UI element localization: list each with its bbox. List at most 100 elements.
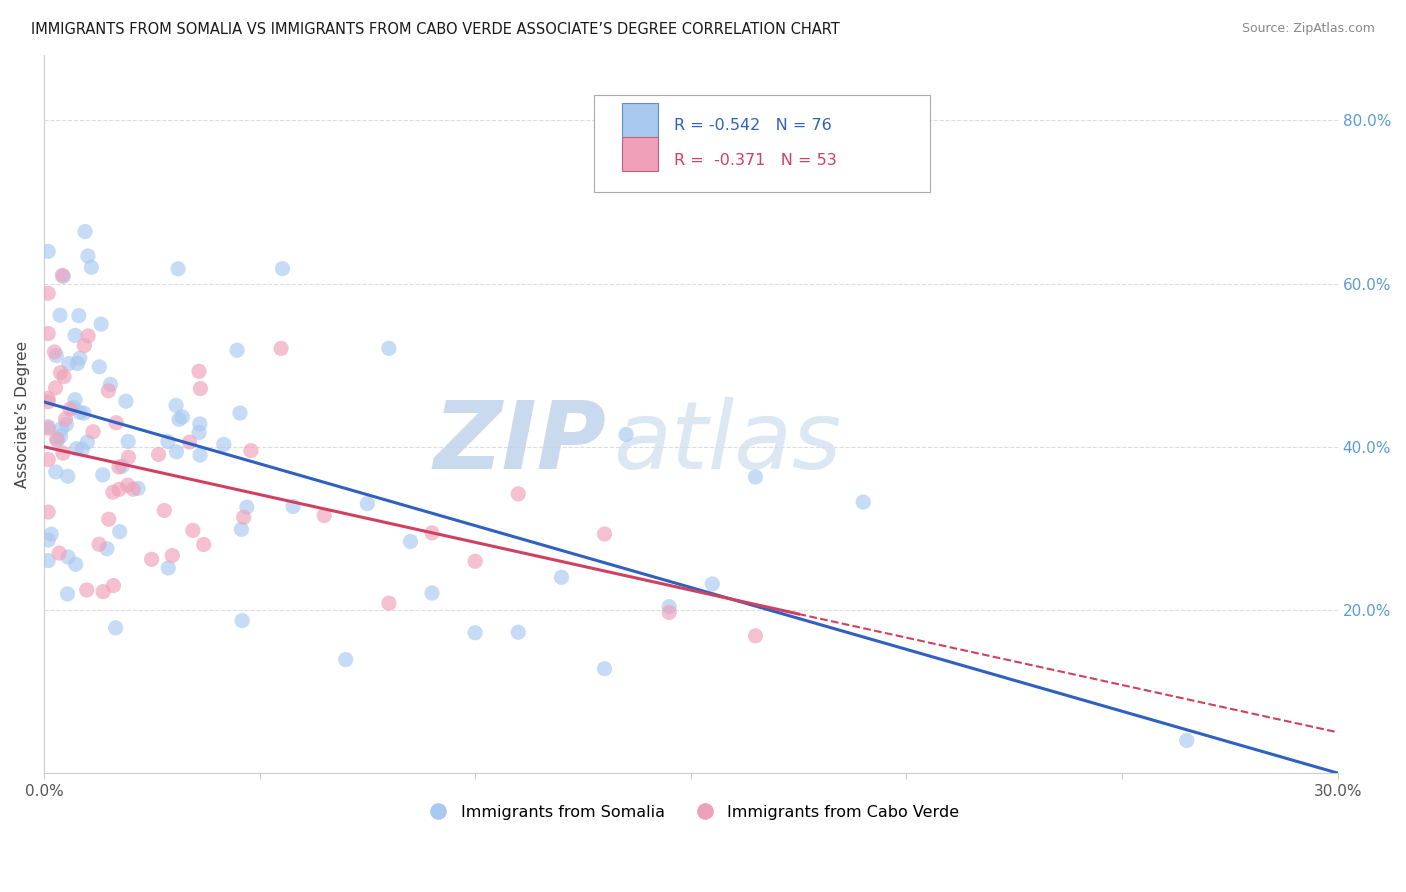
- Text: Source: ZipAtlas.com: Source: ZipAtlas.com: [1241, 22, 1375, 36]
- Point: [104, 621, 127, 635]
- Bar: [623, 103, 658, 137]
- Point: [91, 467, 114, 482]
- Point: [55, 417, 77, 432]
- Point: [63, 328, 86, 343]
- Point: [49, 308, 72, 322]
- Point: [157, 561, 180, 575]
- Point: [73, 338, 96, 352]
- Point: [172, 409, 194, 424]
- Point: [37, 286, 59, 301]
- Point: [37, 326, 59, 341]
- Point: [162, 549, 184, 563]
- Point: [52, 446, 75, 460]
- Point: [236, 500, 259, 515]
- Point: [76, 435, 98, 450]
- Point: [156, 434, 179, 449]
- Point: [37, 394, 59, 409]
- Point: [69, 351, 91, 366]
- Point: [37, 505, 59, 519]
- Point: [45, 465, 67, 479]
- Point: [127, 481, 149, 495]
- Point: [508, 625, 530, 640]
- Point: [744, 470, 766, 484]
- Point: [80, 260, 103, 275]
- Text: ZIP: ZIP: [434, 397, 606, 489]
- Point: [49, 366, 72, 380]
- Point: [90, 317, 112, 331]
- Point: [852, 495, 875, 509]
- Point: [420, 586, 443, 600]
- Text: R =  -0.371   N = 53: R = -0.371 N = 53: [673, 153, 837, 169]
- Point: [464, 625, 486, 640]
- Point: [314, 508, 336, 523]
- Point: [51, 268, 73, 283]
- Point: [111, 459, 134, 474]
- Point: [44, 345, 66, 359]
- Point: [37, 421, 59, 435]
- Point: [49, 429, 72, 443]
- Point: [56, 469, 79, 483]
- Point: [37, 553, 59, 567]
- Point: [45, 349, 67, 363]
- Point: [56, 549, 79, 564]
- Point: [37, 419, 59, 434]
- Point: [167, 261, 190, 276]
- Point: [270, 342, 292, 356]
- Point: [45, 381, 67, 395]
- Point: [188, 425, 211, 440]
- Point: [52, 269, 75, 284]
- Point: [212, 437, 235, 451]
- Point: [63, 392, 86, 407]
- Point: [53, 369, 76, 384]
- Point: [117, 434, 139, 449]
- Point: [593, 527, 616, 541]
- Text: atlas: atlas: [613, 397, 841, 488]
- Point: [190, 382, 212, 396]
- Point: [76, 582, 98, 597]
- Point: [188, 417, 211, 431]
- Point: [614, 427, 637, 442]
- Point: [77, 249, 100, 263]
- Point: [62, 401, 84, 415]
- Point: [73, 406, 96, 420]
- Point: [335, 652, 357, 666]
- Point: [181, 524, 204, 538]
- Point: [77, 329, 100, 343]
- Point: [550, 570, 572, 584]
- Point: [166, 444, 188, 458]
- Point: [69, 405, 91, 419]
- Point: [239, 443, 262, 458]
- Point: [148, 447, 170, 461]
- Point: [593, 662, 616, 676]
- Text: R = -0.542   N = 76: R = -0.542 N = 76: [673, 118, 832, 133]
- Point: [59, 402, 82, 417]
- Point: [378, 342, 401, 356]
- Point: [67, 309, 90, 323]
- Point: [702, 577, 724, 591]
- Point: [82, 425, 104, 439]
- Point: [281, 500, 304, 514]
- Point: [141, 552, 163, 566]
- Point: [108, 483, 131, 497]
- FancyBboxPatch shape: [593, 95, 931, 192]
- Point: [420, 525, 443, 540]
- Point: [37, 391, 59, 405]
- Point: [58, 357, 80, 371]
- Point: [179, 435, 201, 450]
- Point: [37, 452, 59, 467]
- Point: [356, 497, 378, 511]
- Bar: [623, 137, 658, 171]
- Point: [108, 524, 131, 539]
- Point: [399, 534, 422, 549]
- Point: [46, 434, 69, 448]
- Point: [108, 460, 131, 475]
- Point: [87, 537, 110, 551]
- Point: [229, 406, 252, 420]
- Point: [167, 412, 190, 426]
- Point: [51, 422, 73, 436]
- Legend: Immigrants from Somalia, Immigrants from Cabo Verde: Immigrants from Somalia, Immigrants from…: [416, 798, 966, 826]
- Point: [65, 558, 87, 572]
- Point: [193, 537, 215, 551]
- Point: [232, 510, 254, 524]
- Point: [103, 578, 125, 592]
